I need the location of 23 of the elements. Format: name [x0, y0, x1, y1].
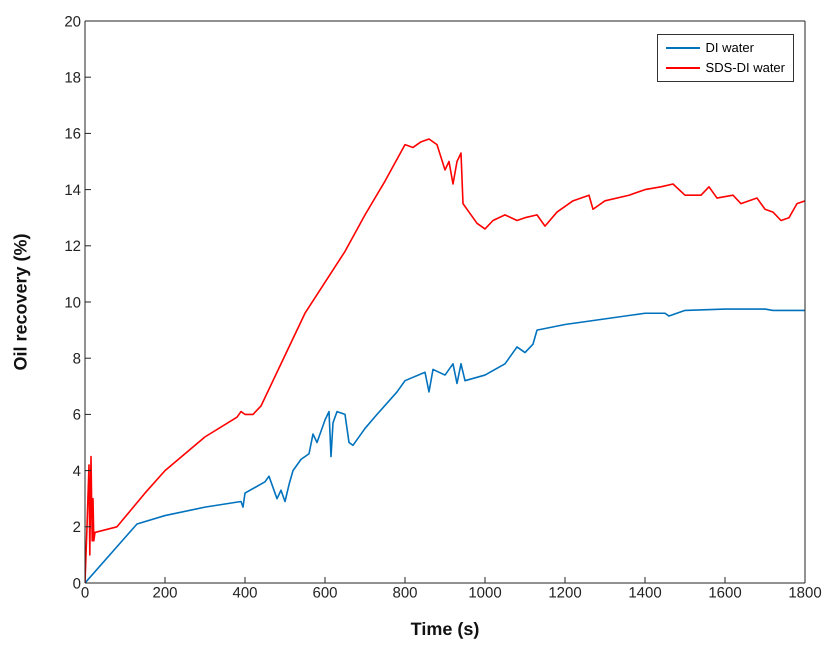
y-tick-label: 4: [72, 462, 81, 480]
y-tick-label: 16: [64, 126, 81, 143]
x-tick-label: 800: [392, 584, 418, 602]
y-tick-label: 8: [72, 350, 81, 368]
legend-label: DI water: [706, 39, 754, 57]
x-tick-label: 1000: [468, 584, 502, 602]
y-tick-label: 10: [64, 294, 81, 312]
y-tick-label: 6: [72, 406, 81, 424]
y-tick-label: 20: [64, 13, 81, 30]
x-axis-title: Time (s): [410, 619, 480, 639]
x-tick-label: 600: [312, 584, 338, 602]
legend-label: SDS-DI water: [706, 59, 785, 77]
y-tick-label: 18: [64, 70, 81, 87]
x-tick-label: 1400: [628, 584, 662, 602]
x-tick-label: 200: [152, 584, 178, 602]
y-tick-label: 14: [64, 182, 81, 199]
x-tick-label: 1800: [788, 584, 822, 602]
x-tick-label: 1600: [708, 584, 742, 602]
y-tick-label: 2: [72, 519, 81, 536]
x-tick-label: 400: [232, 584, 258, 602]
y-tick-label: 12: [64, 238, 81, 256]
y-axis-title: Oil recovery (%): [10, 233, 30, 371]
x-tick-label: 1200: [548, 584, 582, 602]
